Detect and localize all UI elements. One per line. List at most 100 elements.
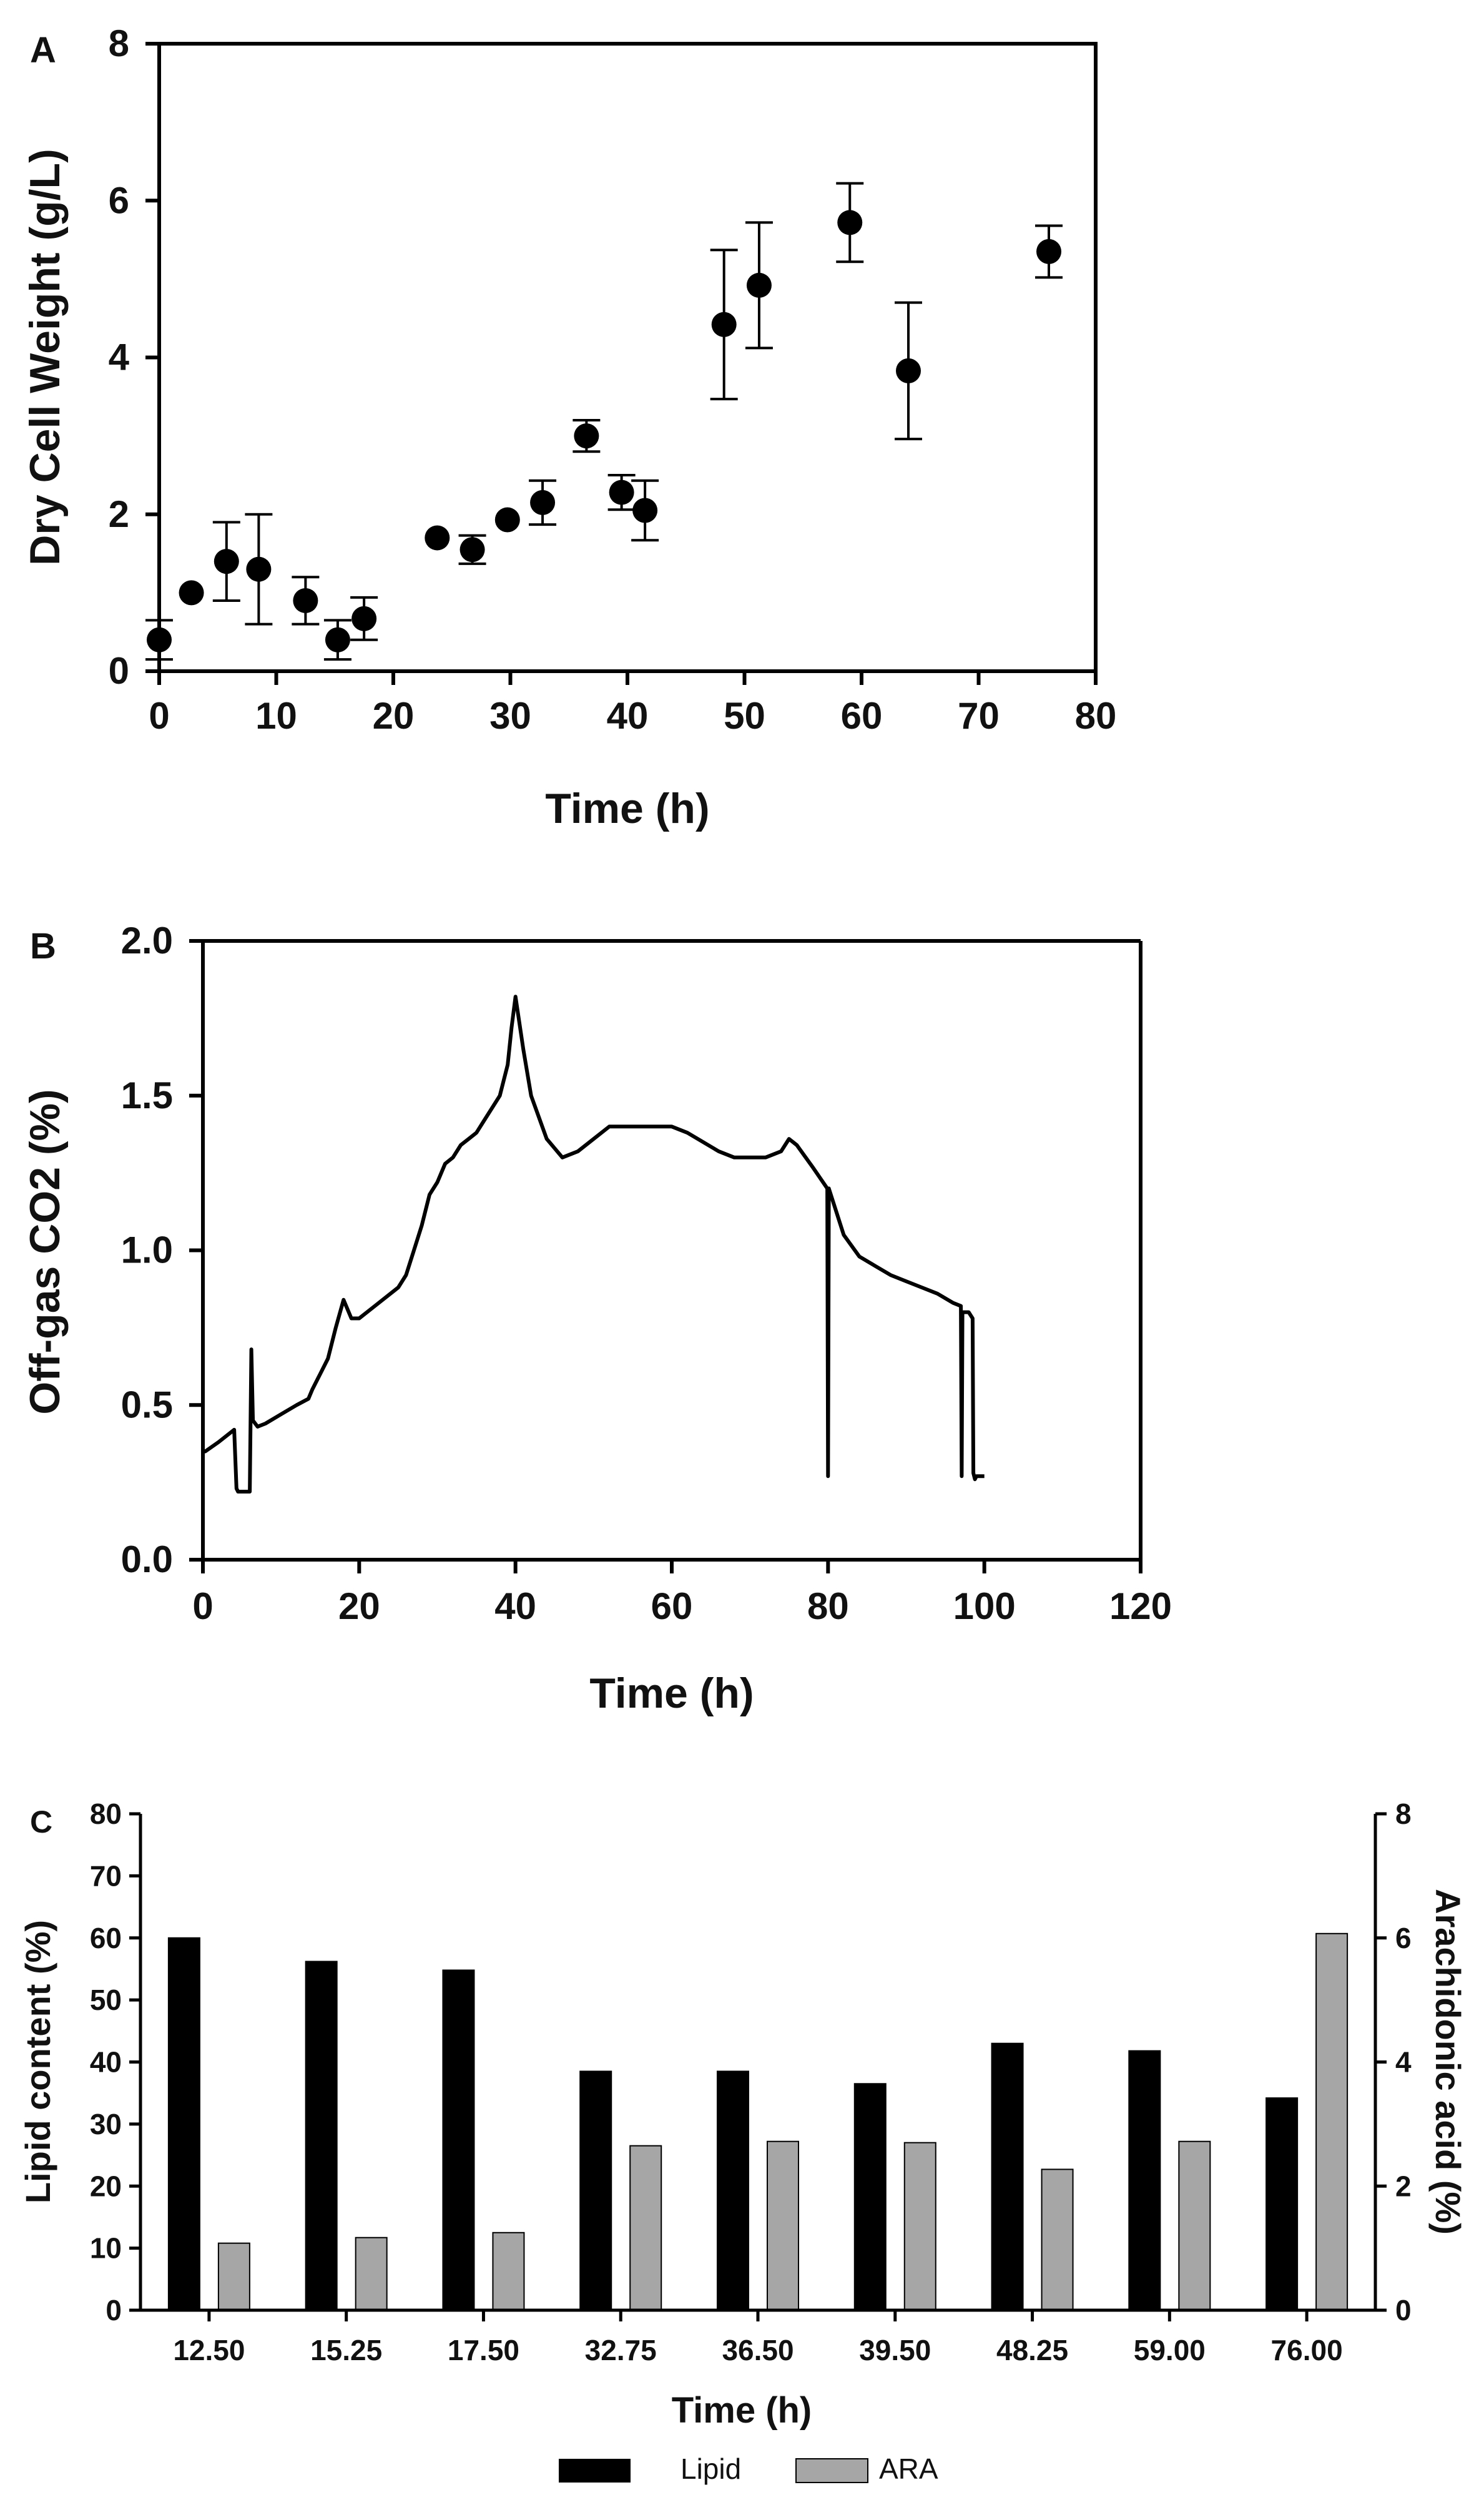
- c-y2-tick-label: 6: [1395, 1922, 1412, 1954]
- c-y-axis-title: Lipid content (%): [18, 1920, 57, 2203]
- c-bar-lipid: [305, 1961, 338, 2311]
- a-data-points: [145, 182, 1063, 661]
- b-x-axis-title: Time (h): [589, 1670, 754, 1717]
- a-data-point: [632, 498, 658, 523]
- a-data-point: [746, 272, 772, 298]
- a-data-point: [574, 423, 599, 449]
- a-data-point: [609, 480, 634, 505]
- a-data-point: [214, 549, 239, 574]
- panel-a-letter: A: [30, 30, 56, 71]
- c-x-tick-label: 59.00: [1134, 2334, 1206, 2366]
- legend-label-lipid: Lipid: [681, 2453, 741, 2485]
- legend-swatch-lipid: [559, 2459, 631, 2483]
- a-x-tick-label: 0: [149, 695, 169, 737]
- c-y2-axis-title: Arachidonic acid (%): [1428, 1889, 1468, 2235]
- a-data-point: [325, 627, 350, 652]
- c-bar-lipid: [853, 2083, 887, 2311]
- c-y-tick-label: 50: [90, 1984, 122, 2016]
- a-x-tick-label: 30: [489, 695, 531, 737]
- legend-label-ara: ARA: [879, 2453, 938, 2485]
- c-x-tick-label: 76.00: [1271, 2334, 1343, 2366]
- c-x-tick-label: 36.50: [722, 2334, 794, 2366]
- a-data-point: [530, 490, 556, 515]
- a-data-point: [896, 358, 921, 383]
- b-y-tick-label: 0.0: [121, 1538, 173, 1580]
- c-bar-ara: [492, 2232, 525, 2311]
- b-y-tick-label: 2.0: [121, 920, 173, 962]
- c-bars: [167, 1932, 1349, 2311]
- c-y-tick-label: 70: [90, 1859, 122, 1892]
- a-x-tick-label: 50: [724, 695, 765, 737]
- panel-a-scatter: 0 10 20 30 40 50 60 70 80 0 2 4 6 8 Time (h) Dry Cell…: [21, 22, 1116, 832]
- b-series-line-group: [203, 995, 985, 1494]
- b-y-axis-title: Off-gas CO2 (%): [21, 1089, 69, 1414]
- c-x-axis-title: Time (h): [672, 2390, 812, 2431]
- c-bar-lipid: [167, 1937, 200, 2311]
- c-bar-lipid: [442, 1969, 475, 2311]
- c-bar-lipid: [991, 2042, 1024, 2311]
- c-bar-ara: [1041, 2168, 1074, 2311]
- a-data-point: [179, 580, 204, 606]
- b-series-line: [203, 995, 985, 1494]
- b-y-tick-label: 1.0: [121, 1229, 173, 1271]
- c-y2-tick-label: 4: [1395, 2046, 1412, 2079]
- c-bar-lipid: [1265, 2097, 1299, 2311]
- c-bar-ara: [217, 2242, 250, 2311]
- b-x-tick-label: 80: [807, 1585, 849, 1627]
- a-data-point: [351, 606, 377, 631]
- c-bar-ara: [1315, 1932, 1349, 2311]
- b-x-tick-label: 120: [1109, 1585, 1172, 1627]
- c-y-tick-label: 80: [90, 1798, 122, 1830]
- a-data-point: [837, 210, 863, 235]
- a-y-axis-title: Dry Cell Weight (g/L): [21, 149, 69, 565]
- legend-swatch-ara: [795, 2458, 868, 2483]
- c-y2-tick-label: 8: [1395, 1798, 1412, 1830]
- c-bar-lipid: [1128, 2050, 1161, 2311]
- b-x-tick-label: 0: [192, 1585, 213, 1627]
- c-y-tick-label: 10: [90, 2232, 122, 2265]
- a-y-tick-label: 6: [109, 179, 129, 221]
- c-y-tick-label: 60: [90, 1922, 122, 1954]
- c-y-tick-label: 30: [90, 2108, 122, 2140]
- a-x-tick-label: 10: [255, 695, 297, 737]
- panel-c-bar: 0 10 20 30 40 50 60 70 80 0 2 4 6 8 12.50 15.25 17.50 32.…: [18, 1798, 1468, 2485]
- c-bar-ara: [1178, 2140, 1211, 2311]
- a-data-point: [459, 537, 485, 563]
- c-x-tick-label: 15.25: [310, 2334, 382, 2366]
- a-y-tick-label: 4: [109, 337, 130, 378]
- b-x-tick-label: 100: [953, 1585, 1016, 1627]
- c-y-tick-label: 0: [106, 2294, 122, 2326]
- c-bar-ara: [903, 2142, 936, 2311]
- a-data-point: [1036, 239, 1061, 264]
- a-y-tick-label: 2: [109, 493, 129, 535]
- a-data-point: [494, 507, 520, 533]
- c-bar-lipid: [717, 2070, 749, 2311]
- b-x-tick-label: 60: [651, 1585, 693, 1627]
- c-bar-lipid: [579, 2070, 612, 2311]
- c-x-tick-label: 39.50: [859, 2334, 931, 2366]
- panel-b-letter: B: [30, 926, 56, 967]
- b-x-tick-label: 40: [494, 1585, 536, 1627]
- c-bar-ara: [355, 2237, 388, 2311]
- a-y-tick-label: 0: [109, 650, 129, 692]
- a-data-point: [711, 312, 737, 337]
- c-x-tick-label: 12.50: [173, 2334, 245, 2366]
- b-y-tick-label: 0.5: [121, 1384, 173, 1425]
- a-y-tick-label: 8: [109, 22, 129, 64]
- b-y-tick-label: 1.5: [121, 1075, 173, 1116]
- panel-c-letter: C: [30, 1804, 52, 1839]
- c-bar-ara: [629, 2145, 662, 2311]
- c-y-tick-label: 20: [90, 2170, 122, 2202]
- c-y-tick-label: 40: [90, 2046, 122, 2079]
- a-x-tick-label: 80: [1075, 695, 1117, 737]
- b-x-tick-label: 20: [338, 1585, 380, 1627]
- c-bar-ara: [767, 2140, 799, 2311]
- a-data-point: [425, 525, 450, 551]
- a-x-tick-label: 20: [373, 695, 415, 737]
- a-x-tick-label: 60: [841, 695, 883, 737]
- a-data-point: [246, 556, 272, 582]
- a-x-tick-label: 40: [607, 695, 649, 737]
- c-y2-tick-label: 2: [1395, 2170, 1412, 2202]
